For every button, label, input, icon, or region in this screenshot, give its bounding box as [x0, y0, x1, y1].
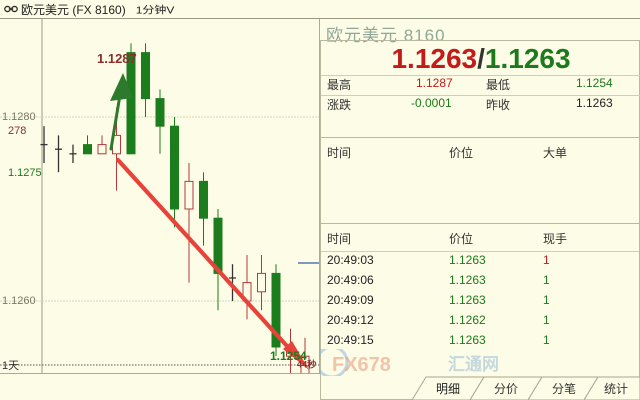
svg-text:分笔: 分笔: [552, 381, 576, 396]
svg-text:明细: 明细: [436, 382, 460, 396]
svg-text:统计: 统计: [604, 382, 628, 396]
svg-text:分价: 分价: [494, 382, 518, 396]
